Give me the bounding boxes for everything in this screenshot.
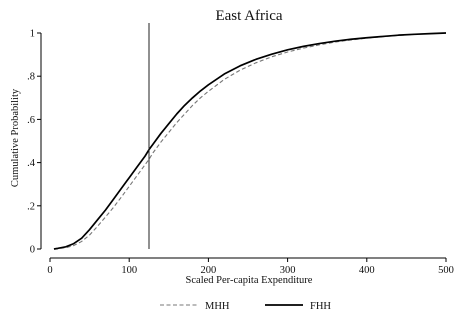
series-layer bbox=[53, 32, 447, 250]
y-tick-label: .8 bbox=[27, 72, 35, 83]
y-tick-label: 1 bbox=[30, 29, 35, 40]
y-axis: 0 .2 .4 .6 .8 1 bbox=[27, 29, 42, 256]
legend: MHH FHH bbox=[160, 301, 331, 312]
y-ticks: 0 .2 .4 .6 .8 1 bbox=[27, 29, 41, 256]
x-tick-label: 100 bbox=[121, 265, 137, 276]
y-tick-label: .6 bbox=[27, 115, 35, 126]
x-tick-label: 0 bbox=[47, 265, 52, 276]
y-tick-label: 0 bbox=[30, 245, 35, 256]
x-ticks: 0 100 200 300 400 500 bbox=[47, 258, 454, 276]
y-tick-label: .2 bbox=[27, 201, 35, 212]
legend-label-mhh: MHH bbox=[205, 301, 230, 312]
x-tick-label: 300 bbox=[280, 265, 296, 276]
y-axis-label: Cumulative Probability bbox=[10, 88, 21, 187]
legend-label-fhh: FHH bbox=[310, 301, 331, 312]
plot-area bbox=[53, 23, 447, 250]
x-tick-label: 500 bbox=[438, 265, 454, 276]
series-line-mhh bbox=[53, 32, 447, 250]
chart-title: East Africa bbox=[215, 8, 282, 24]
series-line-fhh bbox=[53, 32, 447, 250]
x-axis-label: Scaled Per-capita Expenditure bbox=[186, 275, 313, 286]
x-tick-label: 200 bbox=[201, 265, 217, 276]
x-axis: 0 100 200 300 400 500 bbox=[47, 257, 454, 276]
x-tick-label: 400 bbox=[359, 265, 375, 276]
y-tick-label: .4 bbox=[27, 158, 36, 169]
